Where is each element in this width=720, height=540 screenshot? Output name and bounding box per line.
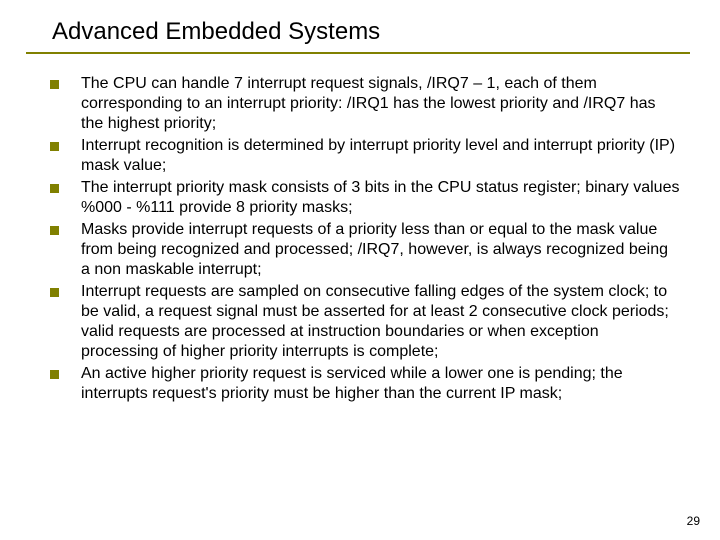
list-item: Interrupt requests are sampled on consec…: [50, 282, 680, 362]
square-bullet-icon: [50, 142, 59, 151]
list-item: The interrupt priority mask consists of …: [50, 178, 680, 218]
bullet-text: Interrupt requests are sampled on consec…: [81, 282, 680, 362]
bullet-text: Interrupt recognition is determined by i…: [81, 136, 680, 176]
list-item: Masks provide interrupt requests of a pr…: [50, 220, 680, 280]
square-bullet-icon: [50, 370, 59, 379]
square-bullet-icon: [50, 288, 59, 297]
bullet-text: The interrupt priority mask consists of …: [81, 178, 680, 218]
square-bullet-icon: [50, 80, 59, 89]
content-area: The CPU can handle 7 interrupt request s…: [0, 54, 720, 404]
list-item: An active higher priority request is ser…: [50, 364, 680, 404]
square-bullet-icon: [50, 226, 59, 235]
list-item: The CPU can handle 7 interrupt request s…: [50, 74, 680, 134]
page-title: Advanced Embedded Systems: [52, 18, 690, 46]
bullet-text: Masks provide interrupt requests of a pr…: [81, 220, 680, 280]
bullet-text: The CPU can handle 7 interrupt request s…: [81, 74, 680, 134]
square-bullet-icon: [50, 184, 59, 193]
title-container: Advanced Embedded Systems: [26, 0, 690, 54]
page-number: 29: [687, 514, 700, 528]
list-item: Interrupt recognition is determined by i…: [50, 136, 680, 176]
bullet-text: An active higher priority request is ser…: [81, 364, 680, 404]
slide: Advanced Embedded Systems The CPU can ha…: [0, 0, 720, 540]
